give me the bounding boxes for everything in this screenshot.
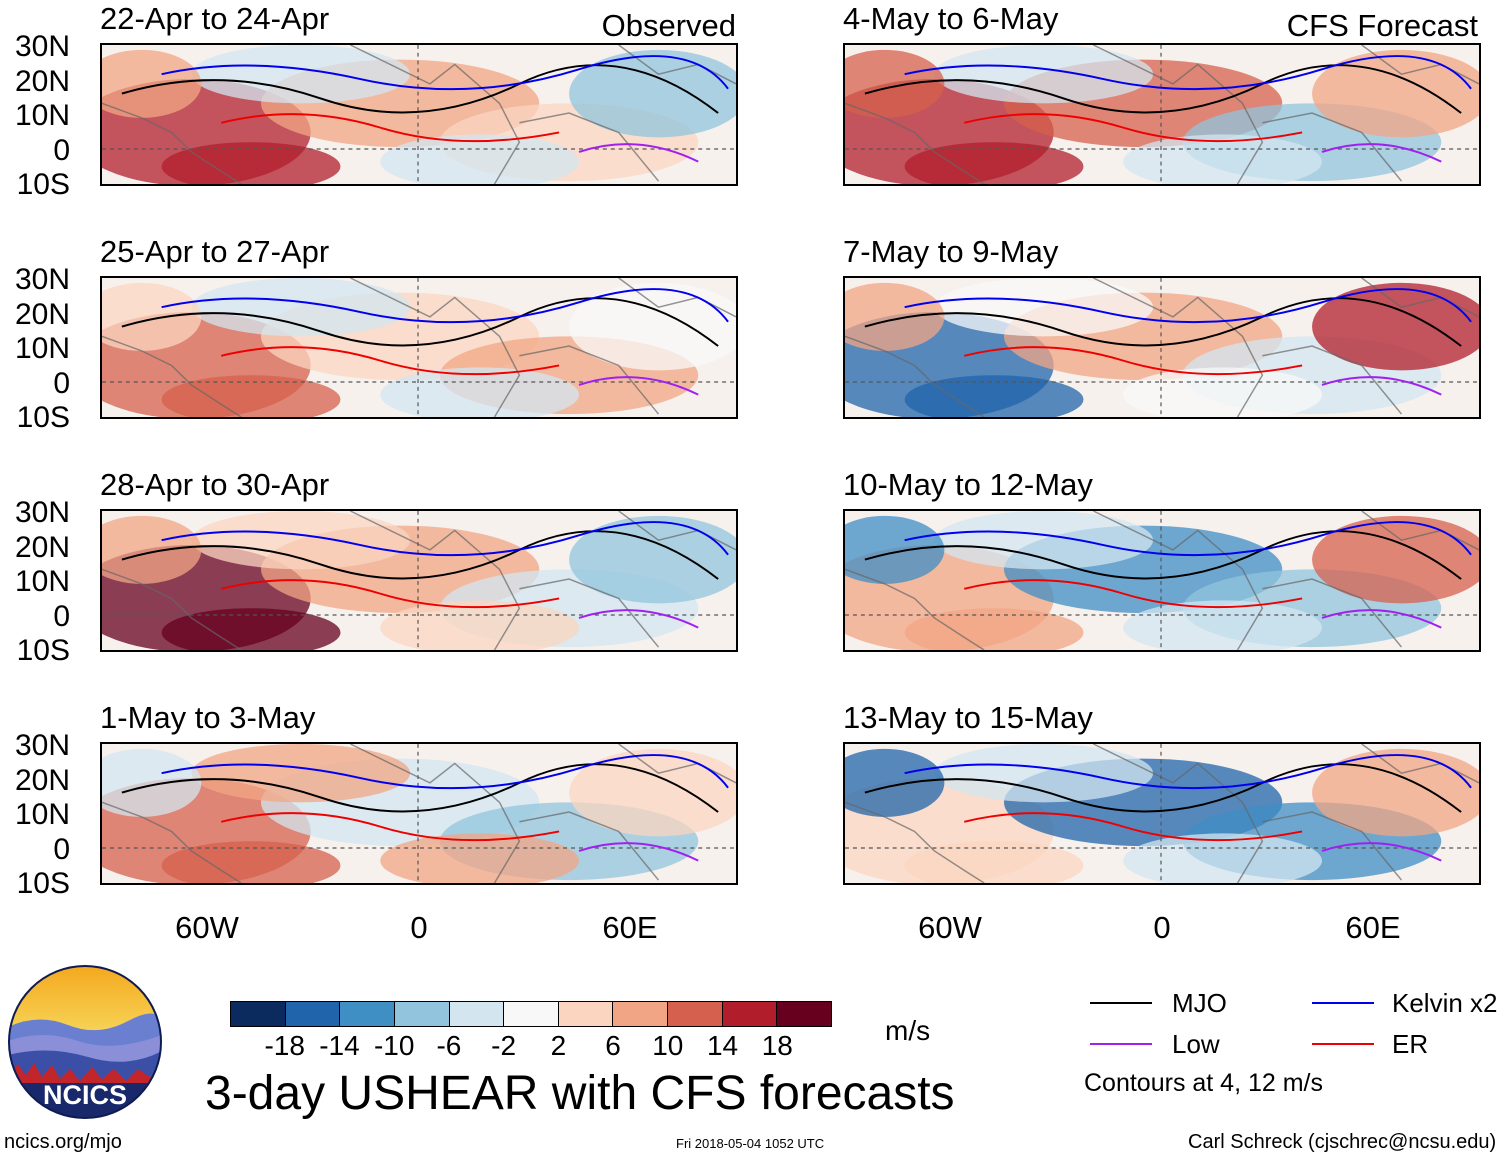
y-label-30n: 30N <box>14 30 70 63</box>
shear-map <box>845 45 1479 184</box>
shear-map <box>102 511 736 650</box>
panel-title-6: 7-May to 9-May <box>843 234 1059 269</box>
x-label-60w: 60W <box>175 910 239 945</box>
map-panel <box>100 276 738 419</box>
figure-title: 3-day USHEAR with CFS forecasts <box>205 1067 955 1120</box>
y-label-0: 0 <box>53 600 70 633</box>
legend-label-kelvin: Kelvin x2 <box>1392 988 1498 1018</box>
y-label-10s: 10S <box>16 401 70 434</box>
legend-label-er: ER <box>1392 1029 1429 1059</box>
y-label-30n: 30N <box>14 263 70 296</box>
map-panel <box>843 43 1481 186</box>
x-label-60w: 60W <box>918 910 982 945</box>
shear-map <box>102 45 736 184</box>
x-label-0: 0 <box>410 910 428 945</box>
colorbar-tick-label: -10 <box>373 1030 415 1061</box>
colorbar-swatch <box>504 1002 559 1026</box>
forecast-label: CFS Forecast <box>1286 8 1478 43</box>
ncics-logo[interactable]: NCICS <box>8 965 162 1119</box>
panel-title-3: 28-Apr to 30-Apr <box>100 467 330 502</box>
colorbar-swatch <box>394 1002 450 1026</box>
colorbar-swatch <box>613 1002 669 1026</box>
legend-label-mjo: MJO <box>1172 988 1227 1018</box>
map-panel <box>100 43 738 186</box>
colorbar-swatch <box>449 1002 505 1026</box>
panel-title-4: 1-May to 3-May <box>100 700 316 735</box>
y-label-20n: 20N <box>14 65 70 98</box>
panel-title-7: 10-May to 12-May <box>843 467 1093 502</box>
y-label-10n: 10N <box>14 99 70 132</box>
panel-title-1: 22-Apr to 24-Apr <box>100 1 330 36</box>
y-label-20n: 20N <box>14 298 70 331</box>
shear-map <box>845 744 1479 883</box>
y-label-10n: 10N <box>14 565 70 598</box>
legend-line-er <box>1312 1043 1374 1045</box>
panel-title-5: 4-May to 6-May <box>843 1 1059 36</box>
footer-author: Carl Schreck (cjschrec@ncsu.edu) <box>1188 1131 1497 1153</box>
colorbar-tick-label: -14 <box>319 1030 360 1061</box>
colorbar-swatch <box>668 1002 723 1026</box>
y-label-10n: 10N <box>14 332 70 365</box>
legend-line-low <box>1090 1043 1152 1045</box>
x-label-60e: 60E <box>1345 910 1401 945</box>
colorbar-tick-label: 2 <box>550 1030 567 1061</box>
map-panel <box>100 509 738 652</box>
colorbar-tick-label: -2 <box>491 1030 517 1061</box>
colorbar-swatch <box>340 1002 395 1026</box>
colorbar-units: m/s <box>885 1015 931 1046</box>
x-label-60e: 60E <box>602 910 658 945</box>
x-label-0: 0 <box>1153 910 1171 945</box>
legend-line-kelvin <box>1312 1002 1374 1004</box>
map-panel <box>100 742 738 885</box>
colorbar-swatch <box>777 1002 832 1026</box>
panel-title-8: 13-May to 15-May <box>843 700 1093 735</box>
y-label-30n: 30N <box>14 496 70 529</box>
y-label-10s: 10S <box>16 168 70 201</box>
y-label-10s: 10S <box>16 867 70 900</box>
map-panel <box>843 276 1481 419</box>
colorbar-tick-label: 18 <box>761 1030 793 1061</box>
shear-map <box>845 511 1479 650</box>
y-label-20n: 20N <box>14 531 70 564</box>
colorbar <box>230 1001 832 1027</box>
shear-map <box>102 744 736 883</box>
colorbar-swatch <box>558 1002 614 1026</box>
legend-line-mjo <box>1090 1002 1152 1004</box>
ncics-logo-text: NCICS <box>43 1080 127 1110</box>
y-label-0: 0 <box>53 833 70 866</box>
colorbar-tick-label: -18 <box>264 1030 305 1061</box>
y-label-0: 0 <box>53 367 70 400</box>
y-label-10s: 10S <box>16 634 70 667</box>
y-label-20n: 20N <box>14 764 70 797</box>
legend-note: Contours at 4, 12 m/s <box>1084 1069 1324 1097</box>
y-label-10n: 10N <box>14 798 70 831</box>
colorbar-tick-label: 14 <box>706 1030 739 1061</box>
colorbar-tick-label: -6 <box>436 1030 462 1061</box>
colorbar-swatch <box>722 1002 778 1026</box>
shear-map <box>845 278 1479 417</box>
footer-url[interactable]: ncics.org/mjo <box>4 1131 122 1153</box>
colorbar-tick-label: 6 <box>605 1030 621 1061</box>
observed-label: Observed <box>601 8 736 43</box>
colorbar-swatch <box>285 1002 341 1026</box>
colorbar-tick-label: 10 <box>652 1030 684 1061</box>
colorbar-swatch <box>231 1002 286 1026</box>
footer-timestamp: Fri 2018-05-04 1052 UTC <box>676 1136 825 1151</box>
shear-map <box>102 278 736 417</box>
panel-title-2: 25-Apr to 27-Apr <box>100 234 330 269</box>
map-panel <box>843 509 1481 652</box>
y-label-0: 0 <box>53 134 70 167</box>
legend-label-low: Low <box>1172 1029 1220 1059</box>
map-panel <box>843 742 1481 885</box>
y-label-30n: 30N <box>14 729 70 762</box>
